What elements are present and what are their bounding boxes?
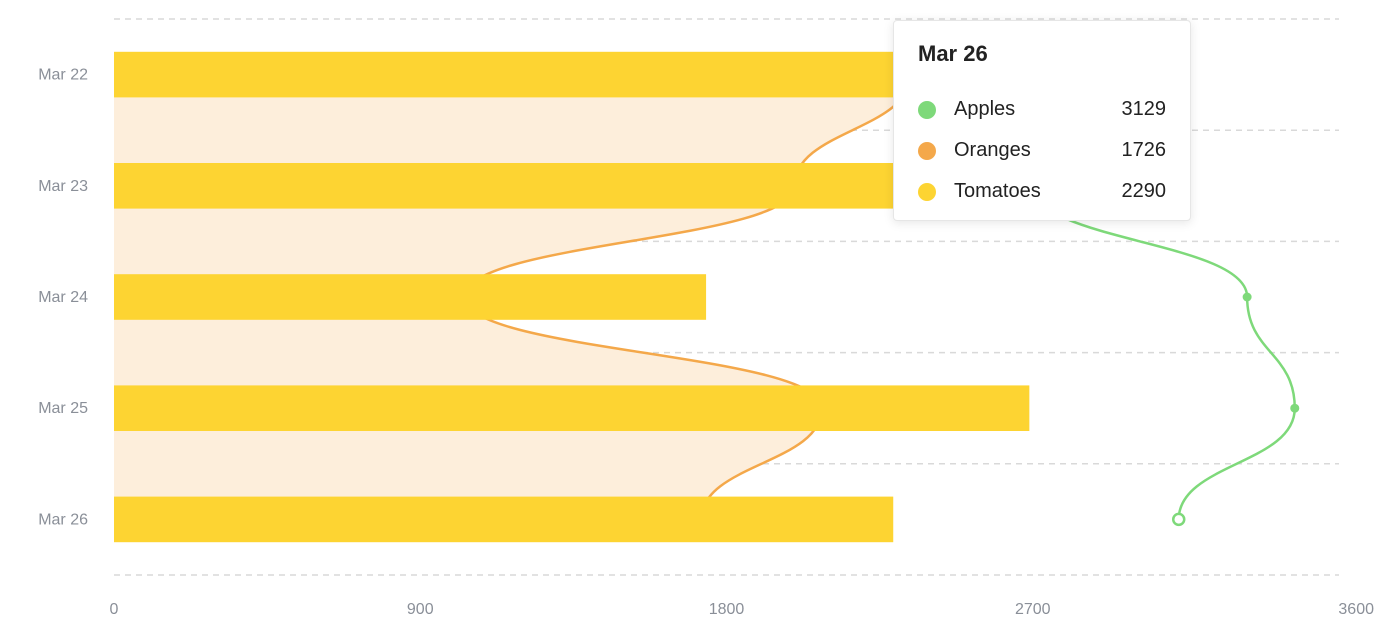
- tomatoes-bar: [114, 51, 965, 98]
- y-axis-tick-label: Mar 23: [38, 178, 88, 195]
- x-axis-tick-label: 0: [110, 601, 119, 618]
- tooltip-series-name: Tomatoes: [954, 180, 1041, 202]
- tooltip-title: Mar 26: [918, 41, 988, 66]
- x-axis-labels: 0 900 1800 2700 3600: [110, 601, 1375, 618]
- apples-point-active: [1171, 512, 1186, 527]
- tooltip-row-oranges: Oranges 1726: [918, 130, 1166, 171]
- tooltip-series-value: 2290: [1121, 180, 1167, 202]
- apples-point: [1242, 292, 1252, 302]
- tooltip-series-name: Apples: [954, 98, 1016, 120]
- apples-point: [1290, 403, 1300, 413]
- y-axis-tick-label: Mar 22: [38, 67, 88, 84]
- tomatoes-bar-series: [114, 51, 1030, 543]
- oranges-legend-dot: [918, 141, 936, 160]
- y-axis-tick-label: Mar 25: [38, 400, 88, 417]
- y-axis-tick-label: Mar 26: [38, 511, 88, 528]
- tooltip: Mar 26 Apples 3129 Oranges 1726 Tomatoes…: [893, 20, 1191, 221]
- tomatoes-bar: [114, 385, 1030, 431]
- tomatoes-legend-dot: [918, 182, 936, 201]
- tomatoes-bar: [114, 274, 707, 320]
- y-axis-labels: Mar 22 Mar 23 Mar 24 Mar 25 Mar 26: [38, 67, 88, 529]
- y-axis-tick-label: Mar 24: [38, 289, 88, 306]
- tooltip-row-apples: Apples 3129: [918, 89, 1166, 130]
- tooltip-row-tomatoes: Tomatoes 2290: [918, 171, 1166, 212]
- tooltip-series-name: Oranges: [954, 139, 1031, 161]
- x-axis-tick-label: 900: [407, 601, 434, 618]
- x-axis-tick-label: 1800: [709, 601, 745, 618]
- x-axis-tick-label: 2700: [1015, 601, 1051, 618]
- tomatoes-bar: [114, 496, 894, 543]
- tomatoes-bar: [114, 163, 938, 209]
- tooltip-series-value: 1726: [1121, 139, 1167, 161]
- apples-legend-dot: [918, 100, 936, 119]
- x-axis-tick-label: 3600: [1338, 601, 1374, 618]
- tooltip-series-value: 3129: [1121, 98, 1167, 120]
